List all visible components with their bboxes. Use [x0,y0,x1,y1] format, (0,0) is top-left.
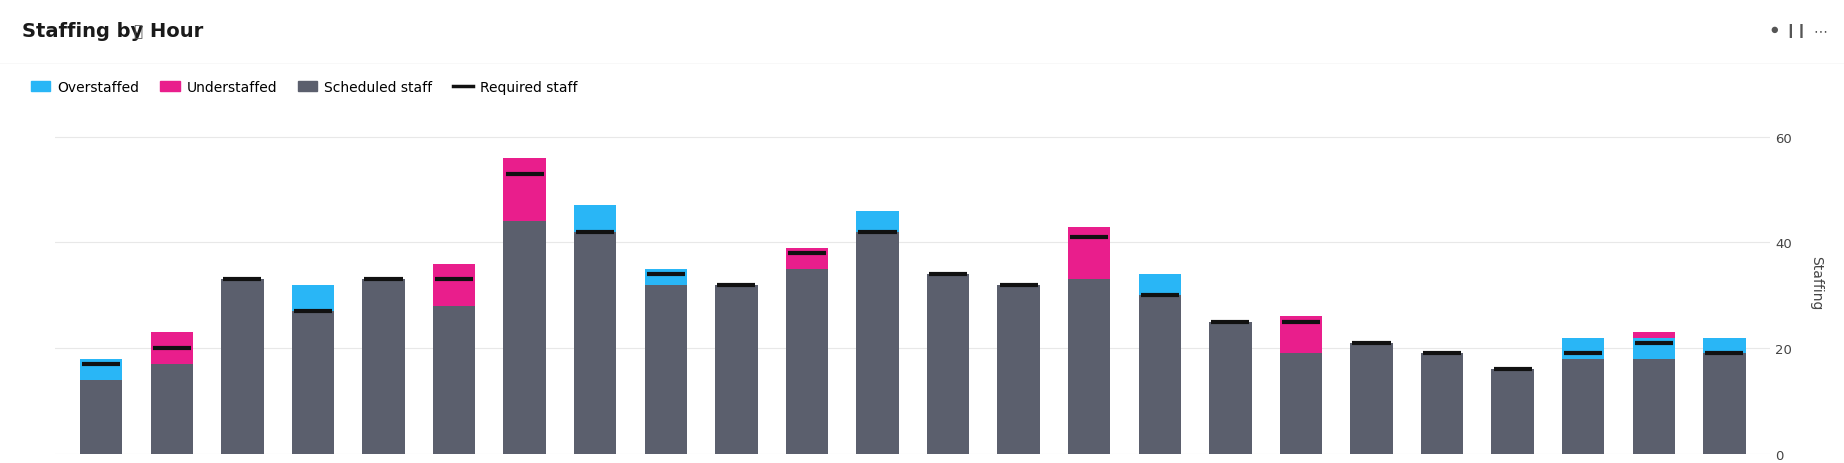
Bar [1280,354,1322,454]
Bar [503,158,546,222]
Bar [1138,275,1180,295]
Bar [573,206,616,232]
Bar [503,222,546,454]
Bar [1562,359,1604,454]
Bar [786,269,828,454]
Bar [715,285,758,454]
Text: ⋯: ⋯ [1813,24,1827,38]
Bar [291,285,334,312]
Text: ❙❙: ❙❙ [1785,24,1807,38]
Bar [645,285,688,454]
Bar [1704,354,1746,454]
Bar [1422,354,1464,454]
Bar [361,280,404,454]
Bar [1068,227,1110,280]
Bar [79,380,122,454]
Bar [1632,332,1674,359]
Bar [645,269,688,285]
Bar [1562,338,1604,359]
Y-axis label: Staffing: Staffing [1809,255,1822,310]
Bar [221,280,264,454]
Bar [786,248,828,269]
Bar [998,285,1040,454]
Bar [79,359,122,380]
Bar [151,364,194,454]
Bar [928,275,970,454]
Bar [1280,317,1322,354]
Bar [1138,295,1180,454]
Text: ⚫: ⚫ [1768,24,1779,38]
Bar [1350,343,1392,454]
Bar [433,306,476,454]
Bar [1492,369,1534,454]
Bar [1632,359,1674,454]
Bar [291,312,334,454]
Bar [1068,280,1110,454]
Bar [573,232,616,454]
Text: ⓘ: ⓘ [133,24,142,38]
Bar [433,264,476,306]
Bar [1632,338,1674,359]
Bar [1210,322,1252,454]
Bar [856,232,898,454]
Legend: Overstaffed, Understaffed, Scheduled staff, Required staff: Overstaffed, Understaffed, Scheduled sta… [26,75,583,100]
Bar [1704,338,1746,354]
Bar [151,332,194,364]
Text: Staffing by Hour: Staffing by Hour [22,22,203,41]
Bar [856,211,898,232]
